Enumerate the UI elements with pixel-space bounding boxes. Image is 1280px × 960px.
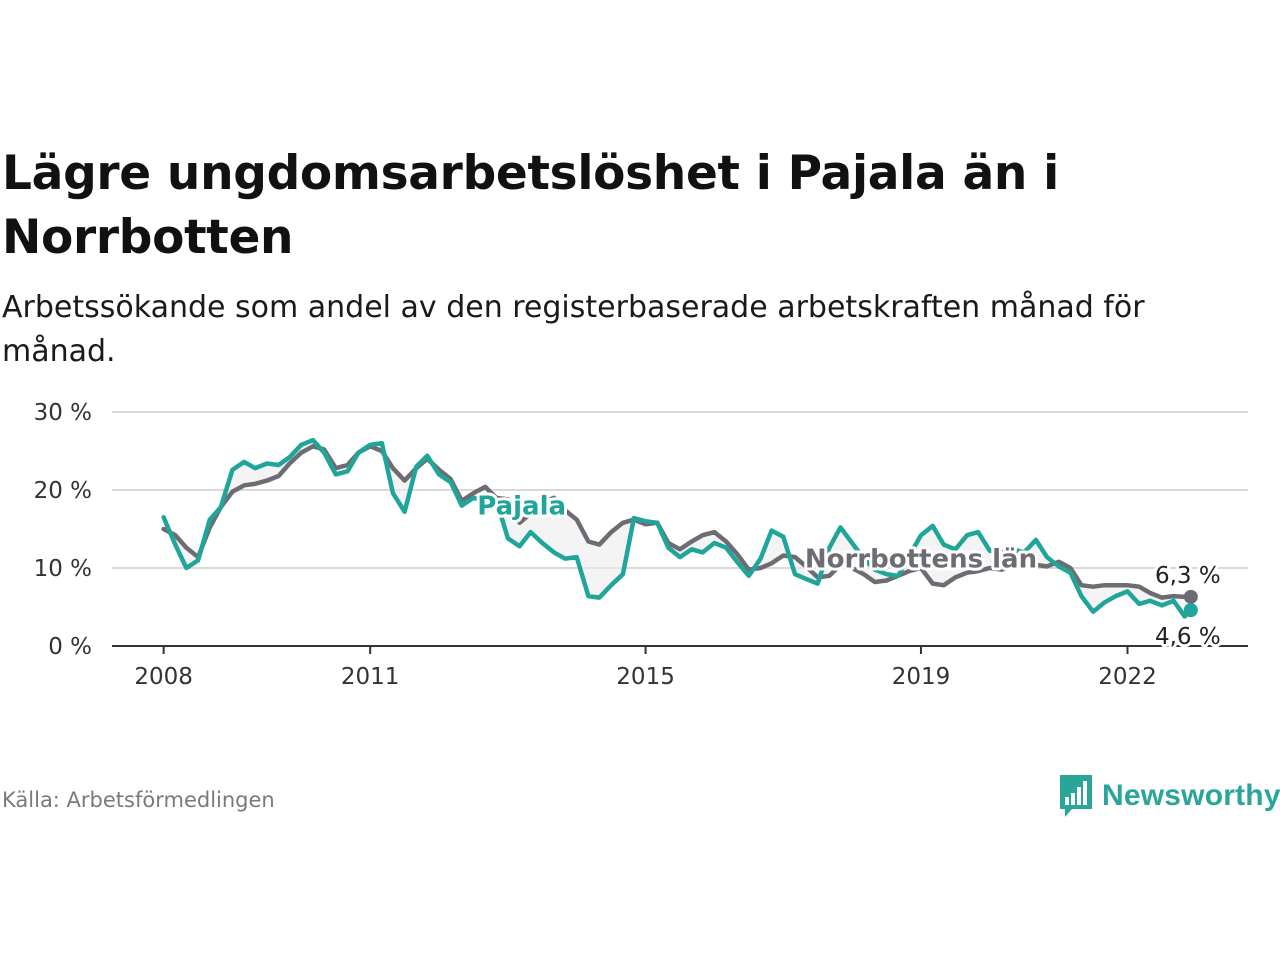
source-note: Källa: Arbetsförmedlingen [2,788,275,812]
chart-subtitle: Arbetssökande som andel av den registerb… [2,290,1145,369]
x-tick-label: 2008 [134,664,193,690]
x-tick-label: 2011 [341,664,400,690]
brand-logo: Newsworthy [1058,772,1280,820]
y-tick-label: 0 % [48,634,92,660]
line-chart: 0 % 10 % 20 % 30 % 2008 2011 2015 2019 2022 Paj… [34,400,1248,690]
x-tick-label: 2015 [616,664,675,690]
chart-title: Lägre ungdomsarbetslöshet i Pajala än i … [2,146,1059,265]
brand-name: Newsworthy [1102,779,1280,812]
series-labels: Pajala Norrbottens län 6,3 % 4,6 % [474,489,1223,654]
y-tick-label: 30 % [34,400,92,426]
difference-area [163,440,1191,617]
x-axis: 2008 2011 2015 2019 2022 [112,645,1248,690]
series-label: Pajala [477,492,566,522]
bar-chart-speech-bubble-icon [1060,775,1092,817]
end-marker-norrbottens-lan [1183,589,1198,604]
series-label: Norrbottens län [805,545,1037,575]
y-axis: 0 % 10 % 20 % 30 % [34,400,92,660]
series-line-pajala [161,437,1194,619]
y-tick-label: 20 % [34,478,92,504]
chart-series [161,437,1198,619]
x-tick-label: 2019 [892,664,951,690]
end-value-label-norrbottens-lan: 6,3 % [1155,563,1221,589]
series-line-norrbottens-lan [161,444,1194,600]
y-tick-label: 10 % [34,556,92,582]
end-value-label-pajala: 4,6 % [1155,624,1221,650]
chart-gridlines [112,411,1248,569]
end-marker-pajala [1183,603,1198,618]
x-tick-label: 2022 [1098,664,1157,690]
difference-band [163,440,1191,617]
